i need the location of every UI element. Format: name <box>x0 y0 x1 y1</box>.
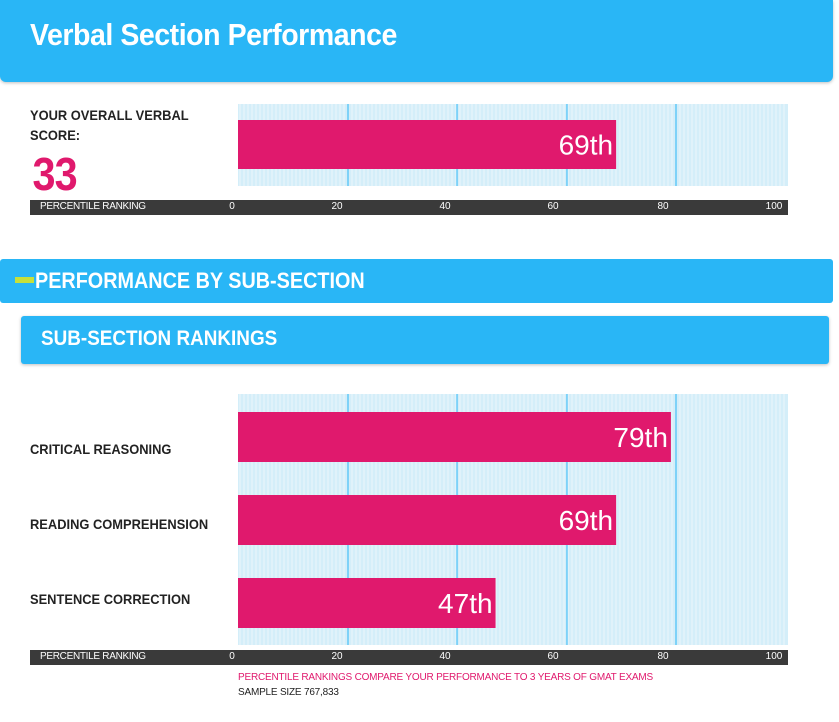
overall-score-label: YOUR OVERALL VERBAL SCORE: <box>30 107 189 143</box>
row-label-critical-reasoning: CRITICAL REASONING <box>30 441 172 457</box>
row-label-sentence-correction: SENTENCE CORRECTION <box>30 591 191 607</box>
axis-tick: 40 <box>439 201 451 212</box>
axis-title: PERCENTILE RANKING <box>40 201 146 212</box>
footnote: PERCENTILE RANKINGS COMPARE YOUR PERFORM… <box>238 672 653 683</box>
axis-tick: 40 <box>439 651 451 662</box>
axis-tick: 80 <box>657 651 669 662</box>
section-header-bar <box>0 259 833 303</box>
axis-tick: 20 <box>331 201 343 212</box>
axis-tick: 0 <box>229 651 235 662</box>
overall-percentile-chart: 69th <box>238 104 788 186</box>
subsection-percentile-chart: 79th 69th 47th <box>238 394 788 645</box>
section-header-title: PERFORMANCE BY SUB-SECTION <box>35 268 365 293</box>
bar-data-label: 69th <box>559 505 614 536</box>
subsection-header-bar <box>21 316 829 364</box>
axis-tick: 20 <box>331 651 343 662</box>
sample-size: SAMPLE SIZE 767,833 <box>238 687 339 698</box>
page-title: Verbal Section Performance <box>30 17 397 52</box>
bar-data-label: 79th <box>613 422 668 453</box>
bar <box>238 120 617 169</box>
bar <box>238 495 617 545</box>
axis-tick: 100 <box>765 651 783 662</box>
title-bar <box>0 0 833 82</box>
bar <box>238 578 496 628</box>
axis-tick: 100 <box>765 201 783 212</box>
axis-tick: 80 <box>657 201 669 212</box>
collapse-toggle-icon[interactable] <box>15 277 34 283</box>
axis-tick: 60 <box>547 201 559 212</box>
bar-data-label: 69th <box>559 130 614 161</box>
axis-tick: 60 <box>547 651 559 662</box>
overall-score-value: 33 <box>32 148 77 200</box>
axis-title: PERCENTILE RANKING <box>40 651 146 662</box>
row-label-reading-comprehension: READING COMPREHENSION <box>30 516 209 532</box>
subsection-header-title: SUB-SECTION RANKINGS <box>41 327 278 350</box>
axis-tick: 0 <box>229 201 235 212</box>
bar-data-label: 47th <box>438 588 493 619</box>
subsection-axis: PERCENTILE RANKING 0 20 40 60 80 100 <box>30 650 788 665</box>
bar <box>238 412 671 462</box>
overall-axis: PERCENTILE RANKING 0 20 40 60 80 100 <box>30 200 788 215</box>
